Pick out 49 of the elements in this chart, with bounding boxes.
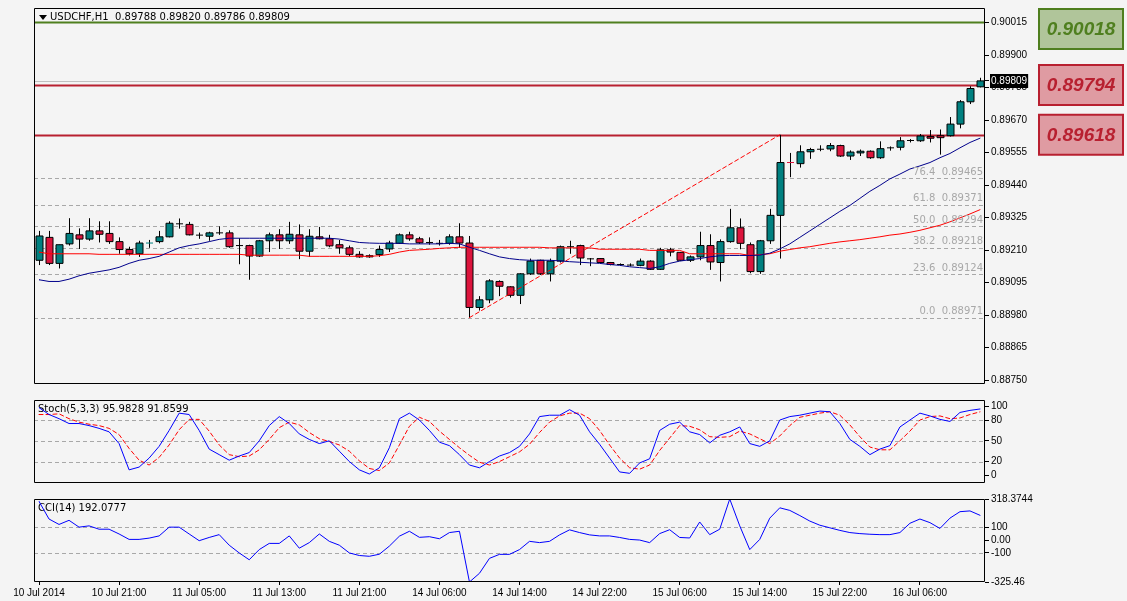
x-tick-label: 15 Jul 22:00 (812, 586, 868, 598)
ref-line-label: 61.8 0.89371 (913, 192, 983, 204)
y-tick-label: 0.89670 (991, 113, 1028, 125)
ref-line-label: 0.89618 (1046, 124, 1116, 146)
candlestick (786, 152, 795, 178)
y-tick-label: 0.89325 (991, 211, 1028, 223)
ref-line-label: 38.2 0.89218 (913, 235, 983, 247)
y-tick-label: 50 (991, 434, 1003, 446)
x-tick-label: 11 Jul 21:00 (332, 586, 387, 598)
y-tick-label: 0 (991, 469, 997, 481)
ref-line-label: 0.89794 (1046, 74, 1116, 96)
y-tick-label: 0.89900 (991, 48, 1028, 60)
y-tick-label: 0.89095 (991, 276, 1028, 288)
y-tick-label: 0.90015 (991, 16, 1028, 28)
ref-line-label: 23.6 0.89124 (913, 261, 983, 273)
y-tick-label: 0.89809 (991, 74, 1028, 86)
ref-line-label: 0.0 0.88971 (919, 305, 983, 317)
x-tick-label: 14 Jul 22:00 (572, 586, 628, 598)
y-tick-label: 0.88865 (991, 341, 1028, 353)
y-tick-label: 100 (991, 520, 1009, 532)
candlestick (175, 217, 184, 230)
y-tick-label: 0.88980 (991, 308, 1028, 320)
x-tick-label: 16 Jul 06:00 (892, 586, 948, 598)
y-tick-label: 80 (991, 413, 1003, 425)
y-tick-label: 20 (991, 455, 1003, 467)
x-tick-label: 11 Jul 05:00 (172, 586, 227, 598)
ref-line-label: 0.90018 (1046, 18, 1116, 40)
x-tick-label: 10 Jul 2014 (13, 586, 66, 598)
candlestick (886, 145, 895, 152)
y-tick-label: 318.3744 (991, 492, 1034, 504)
y-tick-label: 0.00 (991, 533, 1011, 545)
x-tick-label: 15 Jul 06:00 (652, 586, 708, 598)
y-tick-label: 0.89210 (991, 243, 1028, 255)
chart-title: USDCHF,H1 0.89788 0.89820 0.89786 0.89809 (50, 10, 290, 22)
chart-title: CCI(14) 192.0777 (38, 501, 127, 513)
x-tick-label: 14 Jul 06:00 (412, 586, 468, 598)
x-tick-label: 15 Jul 14:00 (732, 586, 788, 598)
y-tick-label: 100 (991, 399, 1009, 411)
x-tick-label: 14 Jul 14:00 (492, 586, 548, 598)
y-tick-label: -325.46 (991, 575, 1026, 587)
y-tick-label: 0.89555 (991, 146, 1028, 158)
y-tick-label: 0.89440 (991, 178, 1028, 190)
y-tick-label: 0.88750 (991, 373, 1028, 385)
x-tick-label: 10 Jul 21:00 (91, 586, 147, 598)
chart-title: Stoch(5,3,3) 95.9828 91.8599 (38, 402, 189, 414)
x-tick-label: 11 Jul 13:00 (252, 586, 307, 598)
candlestick (235, 237, 244, 265)
ref-line-label: 76.4 0.89465 (913, 165, 983, 177)
y-tick-label: -100 (991, 546, 1012, 558)
